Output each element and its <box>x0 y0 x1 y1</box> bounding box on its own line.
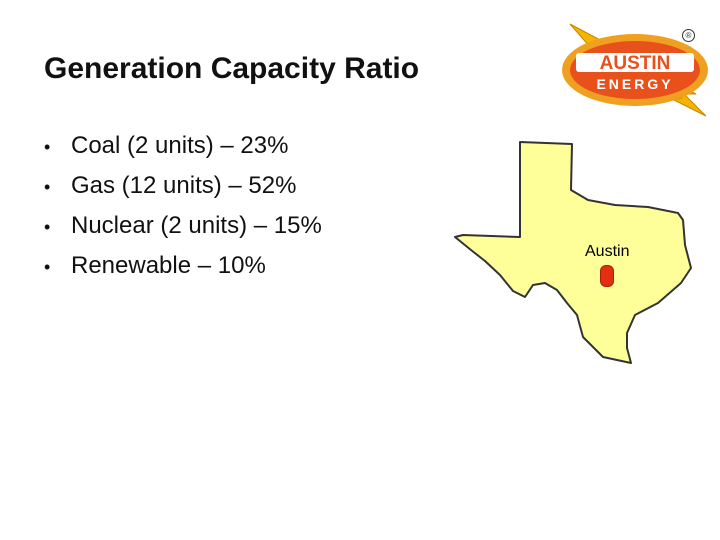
bullet-item-nuclear: • Nuclear (2 units) – 15% <box>44 212 322 252</box>
bullet-dot-icon: • <box>44 217 51 237</box>
bullet-text: Nuclear (2 units) – 15% <box>71 212 322 239</box>
texas-state-shape <box>454 141 692 364</box>
city-label-austin: Austin <box>585 243 630 260</box>
bullet-item-gas: • Gas (12 units) – 52% <box>44 172 322 212</box>
bullet-text: Coal (2 units) – 23% <box>71 132 289 159</box>
logo-text-energy: ENERGY <box>596 76 673 92</box>
logo-text-austin: AUSTIN <box>600 53 671 74</box>
bullet-dot-icon: • <box>44 177 51 197</box>
bullet-text: Gas (12 units) – 52% <box>71 172 297 199</box>
bullet-text: Renewable – 10% <box>71 252 266 279</box>
bullet-dot-icon: • <box>44 257 51 277</box>
logo-text-band <box>576 53 694 72</box>
bullet-list: • Coal (2 units) – 23% • Gas (12 units) … <box>44 132 322 292</box>
bullet-dot-icon: • <box>44 137 51 157</box>
bullet-item-coal: • Coal (2 units) – 23% <box>44 132 322 172</box>
location-marker-icon <box>600 265 614 287</box>
texas-map <box>454 141 692 364</box>
registered-mark: ® <box>682 29 695 42</box>
slide-title: Generation Capacity Ratio <box>44 52 420 85</box>
bullet-item-renewable: • Renewable – 10% <box>44 252 322 292</box>
austin-energy-logo: AUSTIN ENERGY <box>562 23 708 117</box>
